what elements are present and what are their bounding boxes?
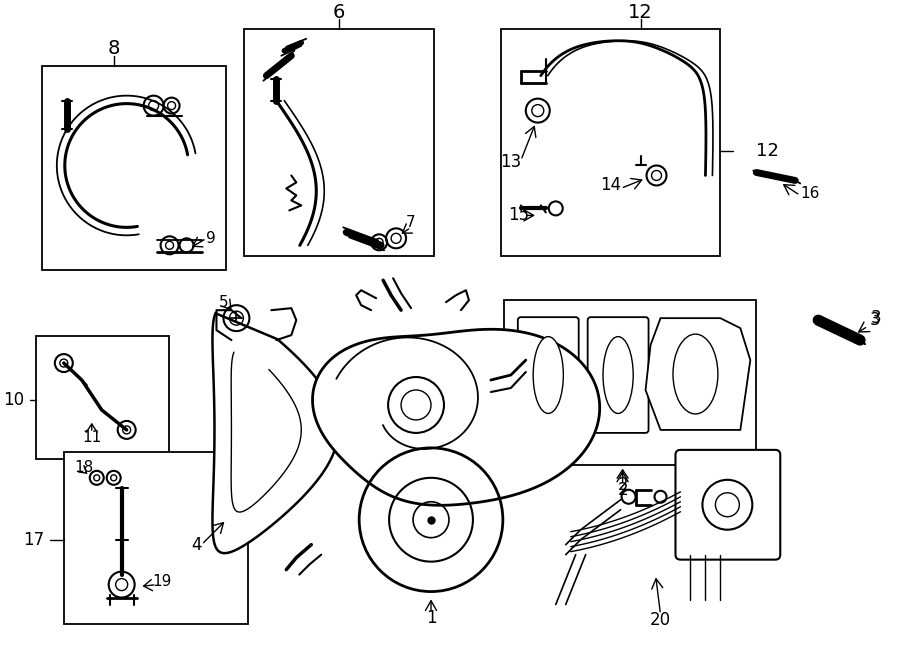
Polygon shape	[312, 329, 599, 505]
Bar	[245, 29, 434, 256]
Text: 15: 15	[508, 206, 529, 224]
Text: 12: 12	[628, 3, 652, 22]
Text: 8: 8	[107, 39, 120, 58]
Polygon shape	[212, 313, 338, 553]
Text: 9: 9	[206, 231, 216, 246]
FancyBboxPatch shape	[518, 317, 579, 433]
Bar	[41, 65, 227, 270]
Text: 3: 3	[870, 309, 881, 327]
Ellipse shape	[673, 334, 718, 414]
Text: 2: 2	[617, 476, 628, 494]
Bar	[36, 336, 168, 459]
Bar	[504, 300, 756, 465]
Text: 13: 13	[500, 153, 521, 171]
Text: 11: 11	[82, 430, 102, 446]
FancyBboxPatch shape	[588, 317, 649, 433]
Text: 4: 4	[192, 535, 202, 554]
Text: 20: 20	[650, 611, 671, 629]
Text: 5: 5	[219, 295, 229, 310]
Ellipse shape	[533, 336, 563, 413]
Text: 10: 10	[3, 391, 24, 409]
FancyBboxPatch shape	[676, 450, 780, 560]
Text: 12: 12	[756, 141, 779, 159]
Text: 17: 17	[22, 531, 44, 549]
Bar	[64, 452, 248, 625]
Text: 1: 1	[426, 609, 436, 627]
Text: 2: 2	[617, 481, 628, 499]
Bar	[501, 29, 720, 256]
Text: 6: 6	[333, 3, 346, 22]
Text: 18: 18	[74, 460, 94, 475]
Text: 3: 3	[869, 311, 880, 329]
Polygon shape	[645, 318, 751, 430]
Text: 16: 16	[800, 186, 820, 201]
Ellipse shape	[603, 336, 634, 413]
Text: 7: 7	[406, 215, 416, 230]
Text: 19: 19	[152, 574, 171, 589]
Text: 14: 14	[600, 176, 621, 194]
